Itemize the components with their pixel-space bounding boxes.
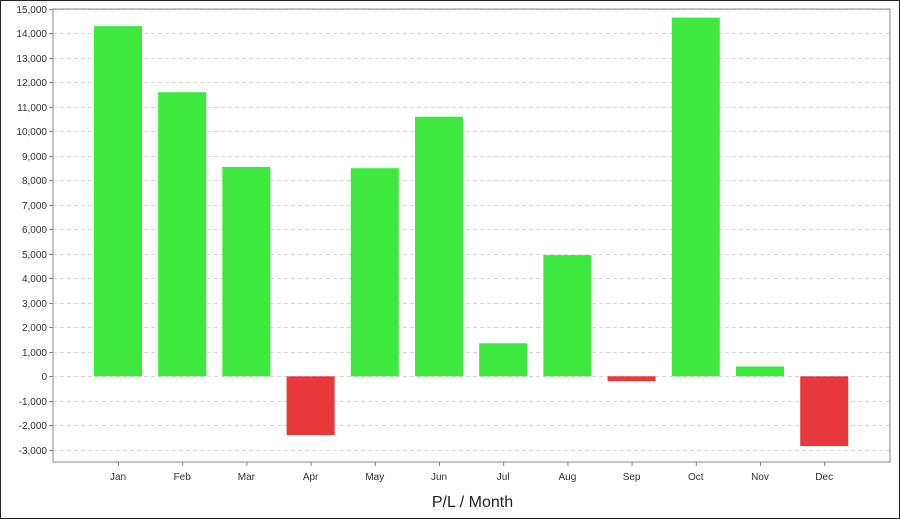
y-tick-label: 14,000: [16, 29, 47, 40]
bar-mar: [222, 166, 271, 377]
y-tick-label: 7,000: [22, 201, 47, 212]
bar-oct: [671, 17, 720, 377]
y-tick-label: 13,000: [16, 54, 47, 65]
y-tick-label: 1,000: [22, 348, 47, 359]
y-tick-label: 5,000: [22, 250, 47, 261]
y-tick-label: -2,000: [19, 421, 48, 432]
bar-apr: [286, 376, 335, 436]
x-tick-label: Jul: [497, 472, 510, 483]
x-tick-label: Jan: [110, 472, 126, 483]
bar-aug: [543, 255, 592, 377]
y-tick-label: 4,000: [22, 274, 47, 285]
y-tick-label: 3,000: [22, 299, 47, 310]
y-tick-label: 0: [41, 372, 47, 383]
y-tick-label: 8,000: [22, 176, 47, 187]
x-tick-label: May: [365, 472, 384, 483]
x-tick-label: Apr: [303, 472, 319, 483]
y-tick-label: 6,000: [22, 225, 47, 236]
y-tick-label: 15,000: [16, 5, 47, 16]
bar-jan: [94, 26, 142, 377]
bar-dec: [800, 376, 849, 447]
y-tick-label: 12,000: [16, 78, 47, 89]
x-tick-label: Jun: [431, 472, 447, 483]
x-tick-label: Sep: [623, 472, 641, 483]
y-tick-label: -3,000: [19, 446, 48, 457]
plot-area-border: [52, 8, 891, 463]
y-tick-label: 9,000: [22, 152, 47, 163]
bar-nov: [736, 366, 784, 377]
x-axis-ticks: Jan Feb Mar Apr May Jun Jul Aug Sep Oct Nov Dec: [110, 462, 833, 483]
x-tick-label: Dec: [815, 472, 833, 483]
y-tick-label: -1,000: [19, 397, 48, 408]
x-tick-label: Feb: [174, 472, 192, 483]
bar-jun: [415, 116, 463, 377]
bars: [94, 17, 849, 447]
x-tick-label: Nov: [751, 472, 769, 483]
bar-sep: [607, 376, 656, 382]
x-axis-label: P/L / Month: [432, 494, 513, 511]
x-tick-label: Oct: [688, 472, 704, 483]
y-tick-label: 11,000: [17, 103, 47, 114]
y-axis-ticks: -3,000 -2,000 -1,000 0 1,000 2,000 3,000 4,000 5…: [16, 5, 53, 457]
y-tick-label: 2,000: [22, 323, 47, 334]
bar-feb: [158, 92, 207, 377]
x-tick-label: Mar: [238, 472, 256, 483]
bar-jul: [479, 343, 528, 377]
bar-may: [350, 168, 399, 377]
y-tick-label: 10,000: [16, 127, 47, 138]
x-tick-label: Aug: [559, 472, 577, 483]
